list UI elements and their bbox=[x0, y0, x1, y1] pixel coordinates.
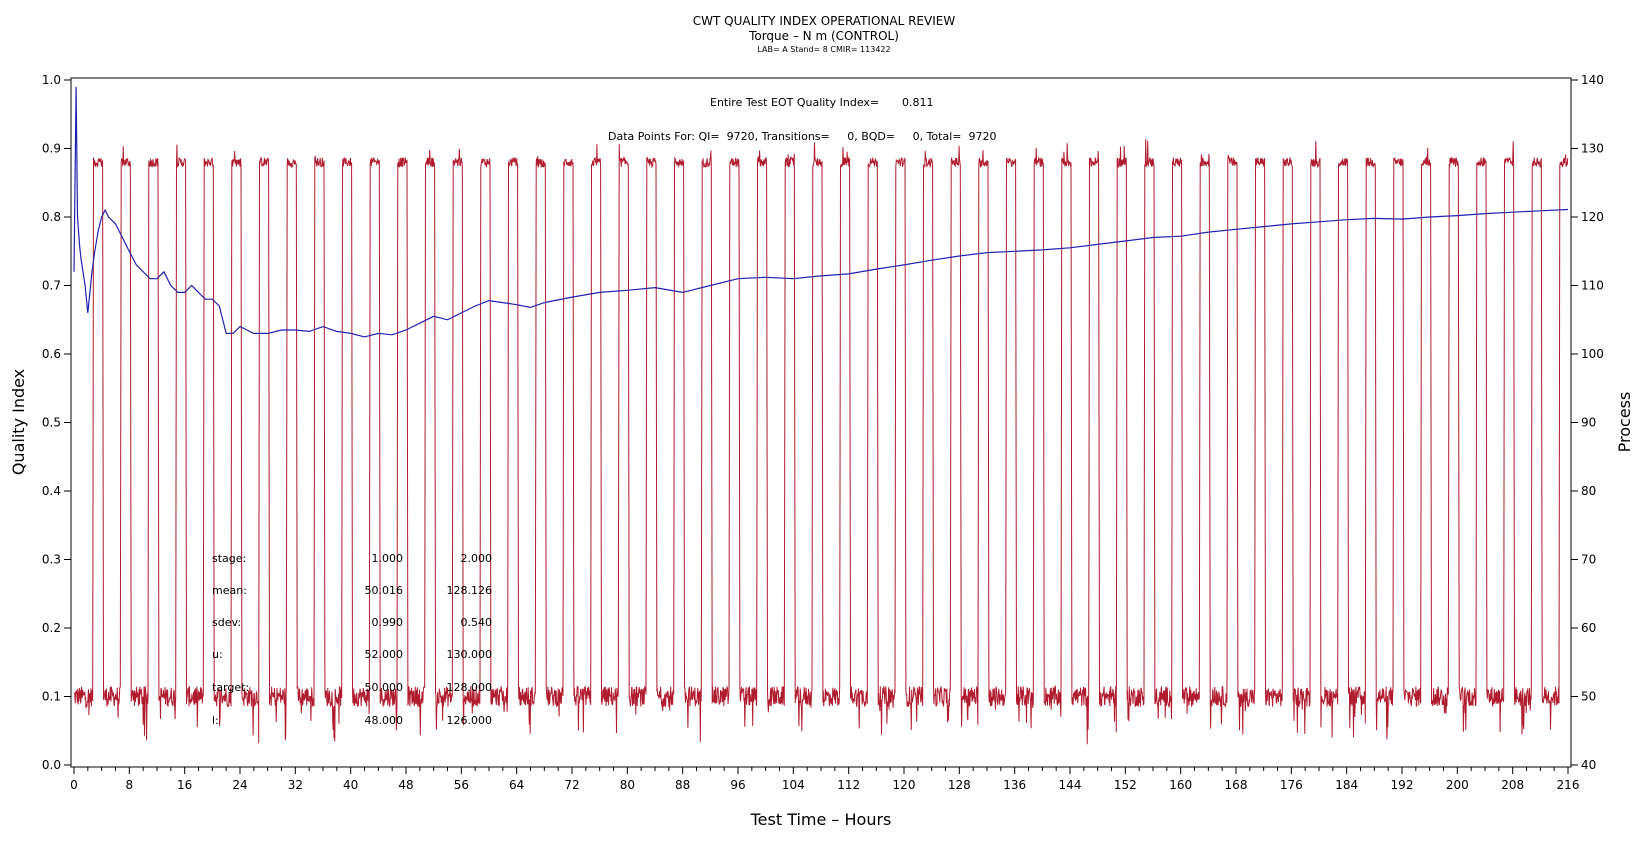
x-tick-label: 112 bbox=[837, 778, 860, 792]
x-tick-label: 80 bbox=[620, 778, 635, 792]
x-tick-label: 24 bbox=[232, 778, 247, 792]
stats-stage1-value: 1.000 bbox=[372, 552, 404, 565]
x-axis: 0 8 16 24 32 40 48 56 64 72 80 88 96 104 112 120 128 136 1… bbox=[70, 767, 1579, 792]
x-tick-label: 216 bbox=[1557, 778, 1580, 792]
y2-tick-label: 120 bbox=[1581, 210, 1604, 224]
stats-stage2-value: 0.540 bbox=[461, 616, 493, 629]
x-tick-label: 160 bbox=[1169, 778, 1192, 792]
x-tick-label: 128 bbox=[948, 778, 971, 792]
stats-stage2-value: 2.000 bbox=[461, 552, 493, 565]
y2-tick-label: 70 bbox=[1581, 553, 1596, 567]
x-tick-label: 16 bbox=[177, 778, 192, 792]
eot-quality-index-value: 0.811 bbox=[902, 96, 934, 109]
x-tick-label: 120 bbox=[893, 778, 916, 792]
stats-stage1-value: 48.000 bbox=[365, 714, 404, 727]
chart-subtitle-2: LAB= A Stand= 8 CMIR= 113422 bbox=[757, 45, 890, 54]
y2-tick-label: 140 bbox=[1581, 73, 1604, 87]
x-tick-label: 200 bbox=[1446, 778, 1469, 792]
stats-label: sdev: bbox=[212, 616, 241, 629]
process-line bbox=[73, 138, 1569, 745]
x-tick-label: 152 bbox=[1114, 778, 1137, 792]
stats-table: stage: 1.000 2.000 mean: 50.016 128.126 sdev: 0… bbox=[212, 552, 492, 727]
y-tick-label: 0.9 bbox=[42, 142, 61, 156]
y2-tick-label: 110 bbox=[1581, 279, 1604, 293]
x-tick-label: 40 bbox=[343, 778, 358, 792]
stats-stage1-value: 0.990 bbox=[372, 616, 404, 629]
y-tick-label: 0.7 bbox=[42, 279, 61, 293]
x-tick-label: 96 bbox=[730, 778, 745, 792]
x-tick-label: 0 bbox=[70, 778, 78, 792]
x-tick-label: 168 bbox=[1225, 778, 1248, 792]
quality-index-series bbox=[73, 86, 1569, 338]
x-tick-label: 72 bbox=[564, 778, 579, 792]
x-tick-label: 192 bbox=[1391, 778, 1414, 792]
stats-label: target: bbox=[212, 681, 249, 694]
y2-tick-label: 100 bbox=[1581, 347, 1604, 361]
y-tick-label: 0.6 bbox=[42, 347, 61, 361]
stats-label: u: bbox=[212, 648, 223, 661]
x-tick-label: 48 bbox=[398, 778, 413, 792]
x-tick-label: 184 bbox=[1335, 778, 1358, 792]
y-tick-label: 0.1 bbox=[42, 690, 61, 704]
y-tick-label: 0.4 bbox=[42, 484, 61, 498]
y-tick-label: 0.0 bbox=[42, 758, 61, 772]
x-tick-label: 64 bbox=[509, 778, 524, 792]
x-tick-label: 208 bbox=[1501, 778, 1524, 792]
y2-tick-label: 50 bbox=[1581, 690, 1596, 704]
stats-label: l: bbox=[212, 714, 219, 727]
x-tick-label: 32 bbox=[288, 778, 303, 792]
plot-area bbox=[70, 77, 1572, 768]
quality-index-line bbox=[73, 86, 1569, 338]
y-axis-left: 0.0 0.1 0.2 0.3 0.4 0.5 0.6 0.7 0.8 0.9 1.0 bbox=[42, 73, 71, 772]
x-axis-label: Test Time – Hours bbox=[750, 810, 892, 829]
x-tick-label: 56 bbox=[454, 778, 469, 792]
process-series bbox=[73, 138, 1569, 745]
x-tick-label: 88 bbox=[675, 778, 690, 792]
stats-stage2-value: 126.000 bbox=[447, 714, 493, 727]
stats-stage1-value: 50.000 bbox=[365, 681, 404, 694]
stats-stage1-value: 50.016 bbox=[365, 584, 404, 597]
y2-tick-label: 80 bbox=[1581, 484, 1596, 498]
y2-tick-label: 40 bbox=[1581, 758, 1596, 772]
stats-stage2-value: 128.126 bbox=[447, 584, 493, 597]
eot-quality-index-label: Entire Test EOT Quality Index= bbox=[710, 96, 879, 109]
x-tick-label: 104 bbox=[782, 778, 805, 792]
chart-title: CWT QUALITY INDEX OPERATIONAL REVIEW bbox=[693, 14, 956, 28]
y2-tick-label: 90 bbox=[1581, 416, 1596, 430]
data-points-summary: Data Points For: QI= 9720, Transitions= … bbox=[608, 130, 996, 143]
stats-label: stage: bbox=[212, 552, 246, 565]
y2-tick-label: 130 bbox=[1581, 142, 1604, 156]
y2-axis-label: Process bbox=[1615, 392, 1634, 453]
stats-stage2-value: 130.000 bbox=[447, 648, 493, 661]
y2-tick-label: 60 bbox=[1581, 621, 1596, 635]
x-tick-label: 144 bbox=[1059, 778, 1082, 792]
y-axis-label: Quality Index bbox=[9, 369, 28, 475]
stats-stage2-value: 128.000 bbox=[447, 681, 493, 694]
stats-label: mean: bbox=[212, 584, 247, 597]
x-tick-label: 136 bbox=[1003, 778, 1026, 792]
stats-stage1-value: 52.000 bbox=[365, 648, 404, 661]
x-tick-label: 8 bbox=[126, 778, 134, 792]
y-tick-label: 0.3 bbox=[42, 553, 61, 567]
y-tick-label: 0.2 bbox=[42, 621, 61, 635]
y-axis-right: 40 50 60 70 80 90 100 110 120 130 140 bbox=[1571, 73, 1604, 772]
x-tick-label: 176 bbox=[1280, 778, 1303, 792]
y-tick-label: 0.5 bbox=[42, 416, 61, 430]
y-tick-label: 1.0 bbox=[42, 73, 61, 87]
y-tick-label: 0.8 bbox=[42, 210, 61, 224]
chart-subtitle: Torque – N m (CONTROL) bbox=[748, 29, 899, 43]
